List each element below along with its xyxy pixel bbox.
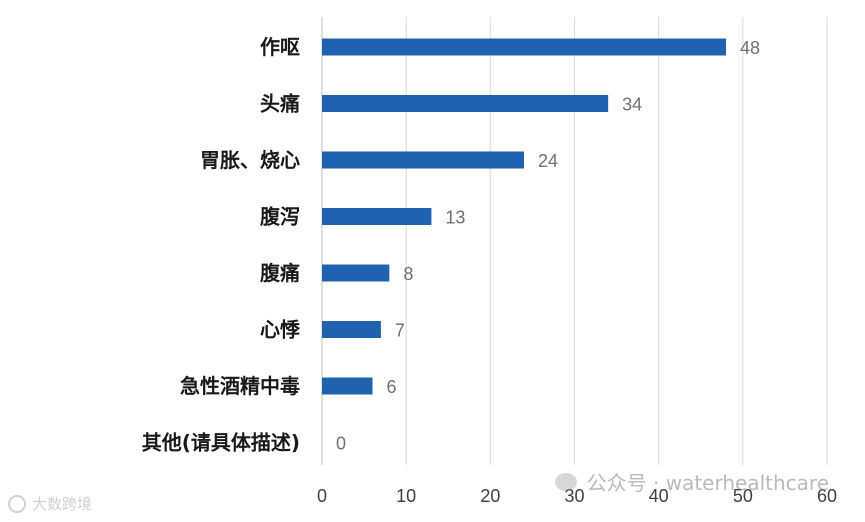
x-tick-labels: 0 10 20 30 40 50 60 [317, 486, 837, 506]
data-label: 7 [395, 321, 405, 341]
grid-lines [321, 17, 828, 465]
category-label: 腹泻 [260, 205, 300, 229]
watermark-wechat: 公众号 · waterhealthcare [554, 467, 829, 496]
logo-icon [8, 494, 26, 513]
bar [322, 95, 609, 112]
data-label: 13 [445, 208, 465, 228]
data-label: 0 [336, 434, 346, 454]
category-label: 作呕 [260, 35, 300, 59]
x-tick-label: 30 [564, 486, 584, 506]
x-tick-label: 20 [480, 486, 500, 506]
wechat-icon [554, 472, 577, 491]
x-tick-label: 10 [396, 486, 416, 506]
watermark-left-text: 大数跨境 [32, 495, 93, 513]
bar [322, 208, 432, 225]
bar [322, 377, 373, 395]
watermark-right-text: 公众号 · waterhealthcare [586, 471, 829, 495]
x-tick-label: 50 [733, 486, 753, 506]
category-label: 心悸 [260, 318, 301, 342]
watermark-logo: 大数跨境 [8, 493, 92, 514]
bar [322, 264, 390, 282]
bar [322, 38, 726, 56]
value-labels: 48 34 24 13 8 7 6 0 [336, 38, 760, 454]
data-label: 24 [538, 151, 558, 171]
data-label: 34 [622, 95, 642, 115]
data-label: 48 [740, 38, 760, 58]
category-label: 头痛 [260, 92, 300, 116]
category-label: 胃胀、烧心 [200, 148, 300, 172]
category-label: 其他(请具体描述) [142, 431, 300, 455]
bar [322, 151, 524, 169]
data-label: 6 [387, 377, 397, 397]
bars [322, 38, 726, 395]
category-label: 腹痛 [260, 261, 300, 285]
data-label: 8 [403, 264, 413, 284]
bar [322, 321, 381, 338]
category-label: 急性酒精中毒 [180, 374, 300, 398]
x-tick-label: 60 [817, 486, 837, 506]
x-tick-label: 40 [649, 486, 669, 506]
x-tick-label: 0 [317, 486, 327, 506]
